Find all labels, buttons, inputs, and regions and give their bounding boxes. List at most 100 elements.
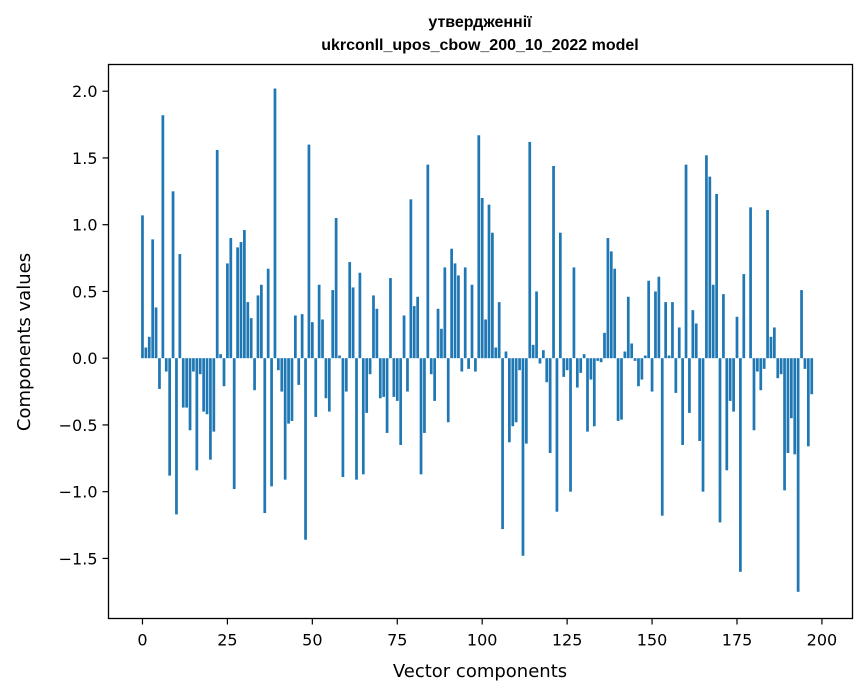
bar-106 — [501, 358, 504, 530]
bar-69 — [375, 308, 379, 359]
bar-116 — [535, 291, 538, 359]
bar-48 — [304, 358, 307, 540]
bar-67 — [368, 358, 372, 375]
bar-115 — [531, 344, 535, 359]
bar-58 — [338, 355, 341, 359]
bar-114 — [528, 141, 532, 359]
bar-35 — [260, 284, 263, 359]
bar-130 — [582, 354, 586, 359]
bar-180 — [752, 358, 756, 431]
bar-33 — [253, 358, 256, 391]
bar-21 — [212, 358, 216, 432]
bar-101 — [484, 319, 487, 359]
bar-26 — [229, 238, 233, 359]
bar-28 — [236, 247, 239, 359]
bar-68 — [372, 295, 375, 359]
bar-72 — [385, 358, 389, 433]
bar-79 — [409, 199, 413, 359]
bar-77 — [402, 315, 406, 359]
bar-131 — [586, 358, 589, 432]
bar-34 — [256, 295, 260, 359]
chart-title-line2: ukrconll_upos_cbow_200_10_2022 model — [321, 37, 638, 54]
y-axis-label: Components values — [14, 253, 35, 431]
y-tick-label: 1.5 — [72, 149, 97, 168]
bar-105 — [497, 302, 501, 359]
bar-98 — [474, 358, 477, 372]
bar-40 — [277, 358, 280, 371]
bar-148 — [643, 355, 647, 359]
bar-0 — [141, 215, 144, 359]
bar-43 — [287, 358, 290, 424]
bar-80 — [412, 306, 416, 359]
bar-95 — [463, 267, 467, 359]
bar-194 — [800, 290, 803, 359]
bar-78 — [406, 358, 409, 392]
bar-111 — [518, 358, 521, 371]
bar-172 — [725, 358, 729, 471]
bar-36 — [263, 358, 267, 514]
bar-22 — [215, 149, 219, 359]
bar-186 — [773, 327, 776, 359]
bar-162 — [691, 310, 695, 359]
bar-89 — [443, 267, 447, 359]
bar-32 — [249, 318, 253, 359]
bar-61 — [348, 262, 352, 359]
plot-frame — [107, 63, 854, 620]
bar-29 — [239, 242, 243, 359]
bar-108 — [508, 358, 511, 443]
bar-173 — [728, 358, 732, 401]
bar-97 — [470, 284, 474, 359]
bar-42 — [283, 358, 287, 480]
bar-139 — [613, 268, 617, 359]
y-tick-label: −1.5 — [59, 549, 98, 568]
bar-93 — [457, 275, 460, 359]
bar-6 — [161, 115, 165, 359]
bar-113 — [525, 358, 528, 444]
bar-70 — [378, 358, 382, 399]
bar-10 — [175, 358, 178, 515]
bar-25 — [226, 263, 229, 359]
y-tick-label: 1.0 — [72, 216, 97, 235]
bar-129 — [579, 358, 583, 373]
bar-189 — [783, 358, 786, 491]
bar-157 — [674, 358, 678, 393]
bar-192 — [793, 358, 797, 455]
bar-183 — [762, 358, 766, 369]
bar-94 — [460, 358, 464, 372]
bar-19 — [205, 358, 209, 415]
bar-45 — [293, 315, 297, 359]
bar-132 — [589, 358, 593, 380]
bar-1 — [144, 347, 148, 359]
bar-52 — [317, 284, 321, 359]
bar-118 — [541, 350, 545, 359]
bar-120 — [548, 358, 552, 453]
bar-23 — [219, 354, 222, 359]
bar-66 — [365, 358, 369, 413]
bar-2 — [147, 336, 151, 359]
x-axis-ticks: 0 25 50 75 100 125 150 175 200 — [137, 618, 837, 650]
bar-99 — [477, 135, 481, 359]
bar-154 — [664, 302, 668, 359]
chart-title-line1: утвердженнії — [428, 14, 532, 31]
bar-39 — [273, 88, 277, 359]
bar-13 — [185, 358, 188, 408]
bar-151 — [654, 291, 657, 359]
bar-152 — [657, 276, 661, 359]
bar-128 — [575, 358, 579, 388]
x-tick-label: 50 — [302, 631, 322, 650]
bar-123 — [558, 232, 562, 359]
bar-137 — [606, 238, 610, 359]
bar-117 — [538, 358, 542, 364]
bar-179 — [749, 207, 752, 359]
bar-57 — [334, 218, 338, 359]
bar-7 — [164, 358, 168, 372]
y-tick-label: 0.0 — [72, 349, 97, 368]
bar-166 — [705, 155, 708, 359]
bar-18 — [202, 358, 205, 412]
bar-138 — [609, 251, 613, 359]
bar-168 — [711, 284, 715, 359]
bar-85 — [429, 358, 433, 375]
bar-176 — [739, 358, 742, 572]
bar-171 — [722, 294, 725, 359]
